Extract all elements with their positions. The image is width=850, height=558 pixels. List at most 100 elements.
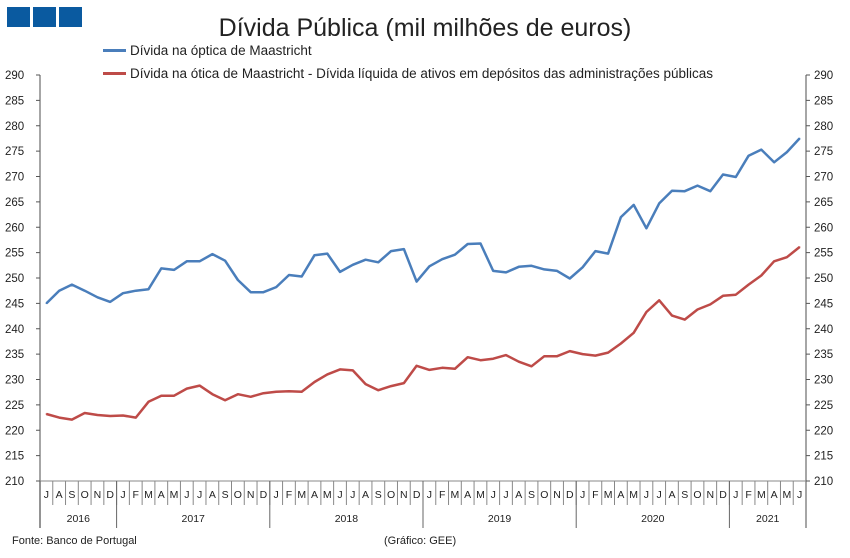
data-point <box>517 266 520 268</box>
source-note: Fonte: Banco de Portugal <box>12 535 137 547</box>
y-tick-label-left: 235 <box>5 349 24 361</box>
y-tick-label-right: 220 <box>814 425 833 437</box>
data-point <box>403 248 405 250</box>
legend-swatch-red <box>103 72 126 75</box>
data-point <box>71 418 73 421</box>
logo-block-icon <box>7 7 30 27</box>
data-point <box>249 395 252 398</box>
data-point <box>798 246 801 248</box>
month-label: M <box>451 489 460 501</box>
data-point <box>620 342 622 345</box>
data-point <box>671 314 673 317</box>
logo-block-icon <box>59 7 82 27</box>
data-point <box>83 412 86 414</box>
data-point <box>620 216 622 218</box>
data-point <box>262 392 265 395</box>
data-point <box>658 299 660 302</box>
data-point <box>351 369 354 372</box>
month-label: O <box>693 489 701 501</box>
month-label: O <box>387 489 395 501</box>
month-label: N <box>400 489 408 501</box>
data-point <box>683 190 686 193</box>
month-label: M <box>297 489 306 501</box>
data-point <box>760 148 763 151</box>
legend-swatch-blue <box>103 49 126 52</box>
logo-block-icon <box>33 7 56 27</box>
data-point <box>530 265 533 267</box>
y-tick-label-left: 270 <box>5 172 24 184</box>
data-point <box>224 259 226 262</box>
month-label: N <box>247 489 255 501</box>
data-point <box>454 368 456 370</box>
data-point <box>632 204 635 206</box>
data-point <box>594 250 597 252</box>
data-point <box>722 294 724 297</box>
data-point <box>798 137 801 140</box>
month-label: J <box>580 489 585 501</box>
month-label: N <box>94 489 102 501</box>
data-point <box>466 243 469 245</box>
month-label: A <box>311 489 318 501</box>
data-point <box>173 269 175 271</box>
data-point <box>722 173 724 176</box>
year-label: 2017 <box>182 513 206 525</box>
data-point <box>122 292 124 295</box>
data-point <box>147 288 150 290</box>
data-point <box>173 394 175 397</box>
chart-title: Dívida Pública (mil milhões de euros) <box>218 14 632 42</box>
month-label: S <box>68 489 75 501</box>
y-tick-label-right: 230 <box>814 375 833 387</box>
series-line-maastricht <box>45 137 801 305</box>
data-point <box>773 260 775 263</box>
data-point <box>211 253 214 255</box>
data-point <box>275 286 277 288</box>
data-point <box>377 389 380 391</box>
data-point <box>441 367 443 369</box>
data-point <box>607 351 609 354</box>
data-point <box>479 359 482 362</box>
y-tick-label-left: 220 <box>5 425 24 437</box>
data-point <box>734 176 737 178</box>
month-label: D <box>413 489 421 501</box>
data-point <box>147 401 150 403</box>
month-label: A <box>668 489 675 501</box>
month-label: J <box>491 489 496 501</box>
y-tick-label-right: 280 <box>814 121 833 133</box>
data-point <box>530 365 533 368</box>
y-tick-label-right: 215 <box>814 451 833 463</box>
data-point <box>109 301 112 303</box>
year-label: 2016 <box>67 513 91 525</box>
month-label: J <box>184 489 189 501</box>
month-label: M <box>323 489 332 501</box>
data-point <box>198 260 201 263</box>
month-label: F <box>745 489 751 501</box>
month-label: D <box>566 489 574 501</box>
data-point <box>390 385 392 387</box>
data-point <box>237 279 239 281</box>
data-point <box>543 268 546 271</box>
data-point <box>569 277 571 280</box>
month-label: J <box>503 489 508 501</box>
data-point <box>773 161 775 164</box>
data-point <box>134 416 137 419</box>
data-point <box>786 151 788 153</box>
data-point <box>403 382 405 384</box>
y-tick-label-right: 240 <box>814 324 833 336</box>
data-point <box>326 252 329 255</box>
data-point <box>351 264 354 266</box>
data-point <box>760 274 763 277</box>
data-point <box>505 271 507 274</box>
data-point <box>517 360 520 363</box>
y-tick-label-left: 210 <box>5 476 24 488</box>
month-label: J <box>274 489 279 501</box>
month-label: A <box>56 489 63 501</box>
data-point <box>492 270 495 272</box>
month-label: F <box>592 489 598 501</box>
data-point <box>249 291 252 294</box>
data-point <box>428 265 431 268</box>
y-tick-label-left: 225 <box>5 400 24 412</box>
data-point <box>237 393 239 396</box>
y-tick-label-right: 245 <box>814 298 833 310</box>
